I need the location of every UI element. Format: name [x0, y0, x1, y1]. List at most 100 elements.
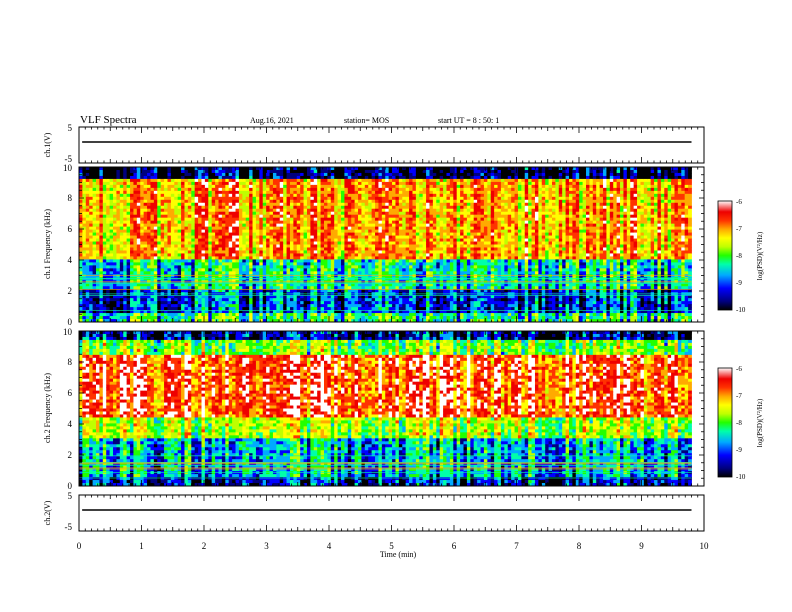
spectrogram-cell — [201, 232, 206, 236]
spectrogram-cell — [204, 220, 209, 225]
spectrogram-cell — [306, 268, 311, 272]
spectrogram-cell — [133, 214, 138, 219]
spectrogram-cell — [392, 178, 396, 183]
spectrogram-cell — [313, 319, 318, 323]
spectrogram-cell — [341, 274, 345, 278]
spectrogram-cell — [368, 175, 373, 180]
spectrogram-cell — [174, 286, 179, 290]
spectrogram-cell — [123, 220, 128, 225]
spectrogram-cell — [238, 244, 243, 248]
spectrogram-cell — [133, 169, 138, 174]
spectrogram-cell — [170, 253, 175, 257]
spectrogram-cell — [388, 274, 393, 278]
spectrogram-cell — [361, 304, 366, 308]
spectrogram-cell — [126, 301, 131, 305]
spectrogram-cell — [221, 217, 226, 222]
spectrogram-cell — [89, 250, 94, 254]
spectrogram-cell — [211, 214, 216, 219]
spectrogram-cell — [177, 205, 182, 210]
spectrogram-cell — [327, 313, 332, 317]
spectrogram-cell — [252, 304, 257, 308]
spectrogram-cell — [204, 316, 209, 320]
spectrogram-cell — [157, 289, 162, 293]
spectrogram-cell — [92, 202, 97, 207]
spectrogram-cell — [347, 247, 352, 251]
spectrogram-cell — [398, 316, 403, 320]
spectrogram-cell — [99, 167, 104, 171]
spectrogram-cell — [160, 250, 165, 254]
spectrogram-cell — [92, 250, 97, 254]
spectrogram-cell — [330, 217, 335, 222]
spectrogram-cell — [303, 178, 308, 183]
spectrogram-cell — [324, 223, 328, 228]
spectrogram-cell — [354, 226, 359, 230]
spectrogram-cell — [337, 253, 342, 257]
spectrogram-cell — [133, 250, 138, 254]
spectrogram-cell — [378, 265, 383, 269]
spectrogram-cell — [334, 217, 339, 222]
spectrogram-cell — [286, 235, 291, 239]
spectrogram-cell — [262, 283, 267, 287]
spectrogram-cell — [143, 178, 148, 183]
spectrogram-cell — [279, 295, 284, 299]
spectrogram-cell — [79, 178, 83, 183]
spectrogram-cell — [228, 286, 233, 290]
spectrogram-cell — [130, 199, 134, 204]
spectrogram-cell — [181, 271, 185, 275]
spectrogram-cell — [388, 184, 393, 189]
spectrogram-cell — [398, 274, 403, 278]
spectrogram-cell — [82, 172, 87, 177]
spectrogram-cell — [109, 274, 114, 278]
spectrogram-cell — [102, 250, 107, 254]
spectrogram-cell — [221, 208, 226, 213]
spectrogram-cell — [232, 286, 236, 290]
spectrogram-cell — [232, 184, 236, 189]
spectrogram-cell — [164, 235, 168, 239]
spectrogram-cell — [235, 220, 240, 225]
spectrogram-cell — [347, 202, 352, 207]
spectrogram-cell — [259, 250, 264, 254]
spectrogram-cell — [187, 265, 192, 269]
spectrogram-cell — [279, 238, 284, 242]
spectrogram-cell — [116, 316, 121, 320]
spectrogram-cell — [140, 274, 145, 278]
spectrogram-cell — [334, 313, 339, 317]
spectrogram-cell — [150, 223, 155, 228]
spectrogram-cell — [130, 190, 134, 195]
spectrogram-cell — [249, 214, 253, 219]
spectrogram-cell — [136, 190, 141, 195]
spectrogram-cell — [296, 289, 301, 293]
spectrogram-cell — [143, 268, 148, 272]
spectrogram-cell — [96, 262, 100, 266]
spectrogram-cell — [245, 184, 250, 189]
spectrogram-cell — [361, 184, 366, 189]
spectrogram-cell — [164, 316, 168, 320]
spectrogram-cell — [279, 208, 284, 213]
spectrogram-cell — [364, 244, 369, 248]
spectrogram-cell — [249, 253, 253, 257]
spectrogram-cell — [327, 238, 332, 242]
spectrogram-cell — [89, 184, 94, 189]
spectrogram-cell — [303, 241, 308, 245]
spectrogram-cell — [157, 268, 162, 272]
spectrogram-cell — [259, 316, 264, 320]
spectrogram-cell — [164, 187, 168, 192]
spectrogram-cell — [184, 184, 189, 189]
spectrogram-cell — [249, 271, 253, 275]
spectrogram-cell — [272, 181, 277, 186]
spectrogram-cell — [119, 307, 124, 311]
spectrogram-cell — [289, 205, 294, 210]
spectrogram-cell — [150, 226, 155, 230]
spectrogram-cell — [320, 169, 325, 174]
spectrogram-cell — [344, 169, 349, 174]
spectrogram-cell — [177, 223, 182, 228]
spectrogram-cell — [330, 238, 335, 242]
spectrogram-cell — [269, 226, 274, 230]
spectrogram-cell — [123, 301, 128, 305]
spectrogram-cell — [252, 307, 257, 311]
spectrogram-cell — [102, 190, 107, 195]
spectrogram-cell — [191, 220, 196, 225]
spectrogram-cell — [296, 232, 301, 236]
spectrogram-cell — [283, 187, 287, 192]
spectrogram-cell — [130, 217, 134, 222]
